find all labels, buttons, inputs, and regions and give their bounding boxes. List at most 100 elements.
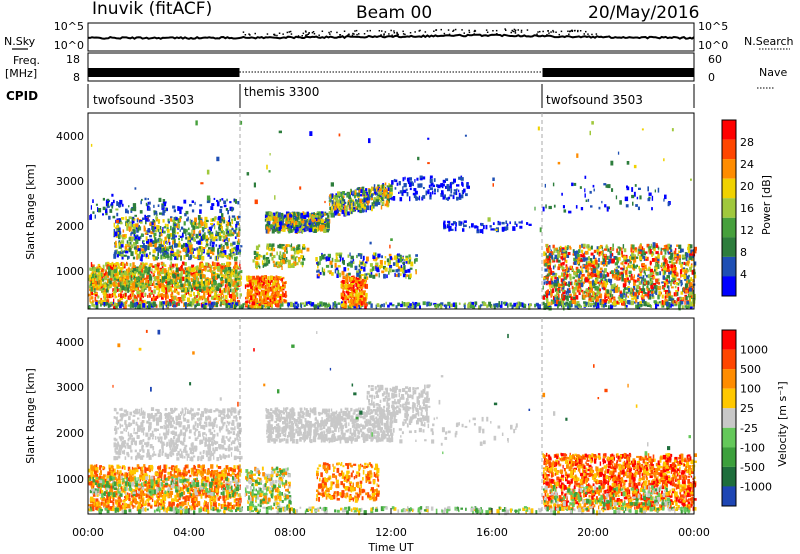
range-time-cell [269, 288, 273, 292]
range-time-cell [237, 282, 241, 287]
range-time-cell [235, 270, 238, 274]
range-time-cell [132, 218, 136, 221]
range-time-cell [177, 227, 180, 230]
range-time-cell [565, 301, 569, 305]
range-time-cell [201, 288, 205, 293]
range-time-cell [162, 293, 165, 298]
range-time-cell [307, 301, 311, 304]
range-time-cell [342, 287, 344, 293]
range-time-cell [148, 276, 153, 281]
range-time-cell [618, 286, 620, 292]
range-time-cell [351, 205, 353, 210]
range-time-cell [358, 282, 361, 288]
range-time-cell [545, 304, 549, 310]
range-time-cell [136, 290, 140, 295]
range-time-cell [119, 218, 121, 222]
range-time-cell [310, 220, 314, 226]
range-time-cell [386, 201, 389, 206]
range-time-cell [153, 223, 156, 228]
range-time-cell [198, 246, 201, 250]
range-time-cell [210, 232, 214, 236]
range-time-cell [211, 304, 214, 309]
range-time-cell [153, 234, 156, 239]
range-time-cell [521, 302, 524, 308]
range-time-cell [405, 255, 409, 258]
range-time-cell [199, 238, 202, 242]
range-time-cell [254, 285, 258, 290]
range-time-cell [270, 293, 274, 298]
range-time-cell [321, 214, 324, 218]
range-time-cell [688, 279, 691, 284]
range-time-cell [399, 256, 403, 261]
range-time-cell [114, 277, 117, 281]
range-time-cell [343, 304, 347, 309]
range-time-cell [102, 287, 105, 290]
range-time-cell [447, 301, 451, 307]
range-time-cell [231, 272, 235, 275]
station-title: Inuvik (fitACF) [92, 0, 212, 19]
range-time-cell [278, 221, 283, 225]
nsearch-point [339, 34, 341, 36]
range-time-cell [406, 177, 410, 182]
range-time-cell [268, 211, 273, 216]
range-time-cell [441, 183, 443, 188]
range-time-cell [228, 256, 231, 260]
range-time-cell [316, 221, 320, 224]
range-time-cell [231, 215, 236, 218]
nsearch-point [355, 29, 358, 32]
range-time-cell [191, 272, 195, 276]
range-time-cell [146, 274, 149, 279]
range-time-cell [624, 305, 627, 309]
range-time-cell [133, 243, 137, 246]
range-time-cell [375, 266, 378, 271]
range-time-cell [339, 253, 342, 258]
range-time-cell [205, 286, 207, 291]
range-time-cell [144, 197, 147, 201]
range-time-cell [294, 304, 296, 307]
cpid-row: twofsound -3503 themis 3300 twofsound 35… [87, 84, 695, 108]
noise-left-tick-bottom: 10^0 [54, 39, 84, 52]
range-time-cell [169, 233, 173, 237]
range-time-cell [227, 287, 230, 291]
range-time-cell [160, 241, 163, 245]
range-time-cell [151, 226, 154, 231]
range-time-cell [675, 282, 678, 286]
range-time-cell [327, 303, 331, 308]
range-time-cell [163, 268, 167, 274]
range-time-cell [338, 255, 341, 258]
range-time-cell [300, 304, 303, 308]
nsearch-point [537, 31, 539, 33]
range-time-cell [291, 217, 293, 222]
range-time-cell [452, 221, 456, 225]
range-time-cell [302, 244, 306, 248]
range-time-cell [255, 263, 259, 268]
range-time-cell [214, 276, 217, 280]
range-time-cell [201, 221, 204, 226]
range-time-cell [166, 229, 170, 233]
range-time-cell [433, 188, 436, 192]
range-time-cell [346, 282, 349, 285]
range-time-cell [94, 294, 98, 297]
range-time-cell [219, 198, 221, 202]
range-time-cell [166, 234, 168, 238]
range-time-cell [201, 297, 204, 301]
range-time-cell [282, 284, 284, 290]
range-time-cell [516, 223, 518, 227]
range-time-cell [336, 203, 339, 206]
range-time-cell [262, 263, 265, 268]
nsearch-point [393, 30, 395, 32]
range-time-cell [121, 285, 125, 291]
nsearch-point [328, 31, 330, 34]
range-time-cell [366, 194, 369, 199]
range-time-cell [448, 196, 451, 200]
range-time-cell [442, 196, 445, 200]
range-time-cell [120, 240, 125, 244]
range-time-cell [326, 218, 330, 222]
range-time-cell [229, 276, 232, 279]
range-time-cell [198, 288, 202, 293]
range-time-cell [640, 303, 643, 307]
range-time-cell [350, 304, 353, 309]
range-time-cell [458, 223, 462, 226]
range-time-cell [276, 265, 279, 269]
range-time-cell [264, 218, 267, 222]
